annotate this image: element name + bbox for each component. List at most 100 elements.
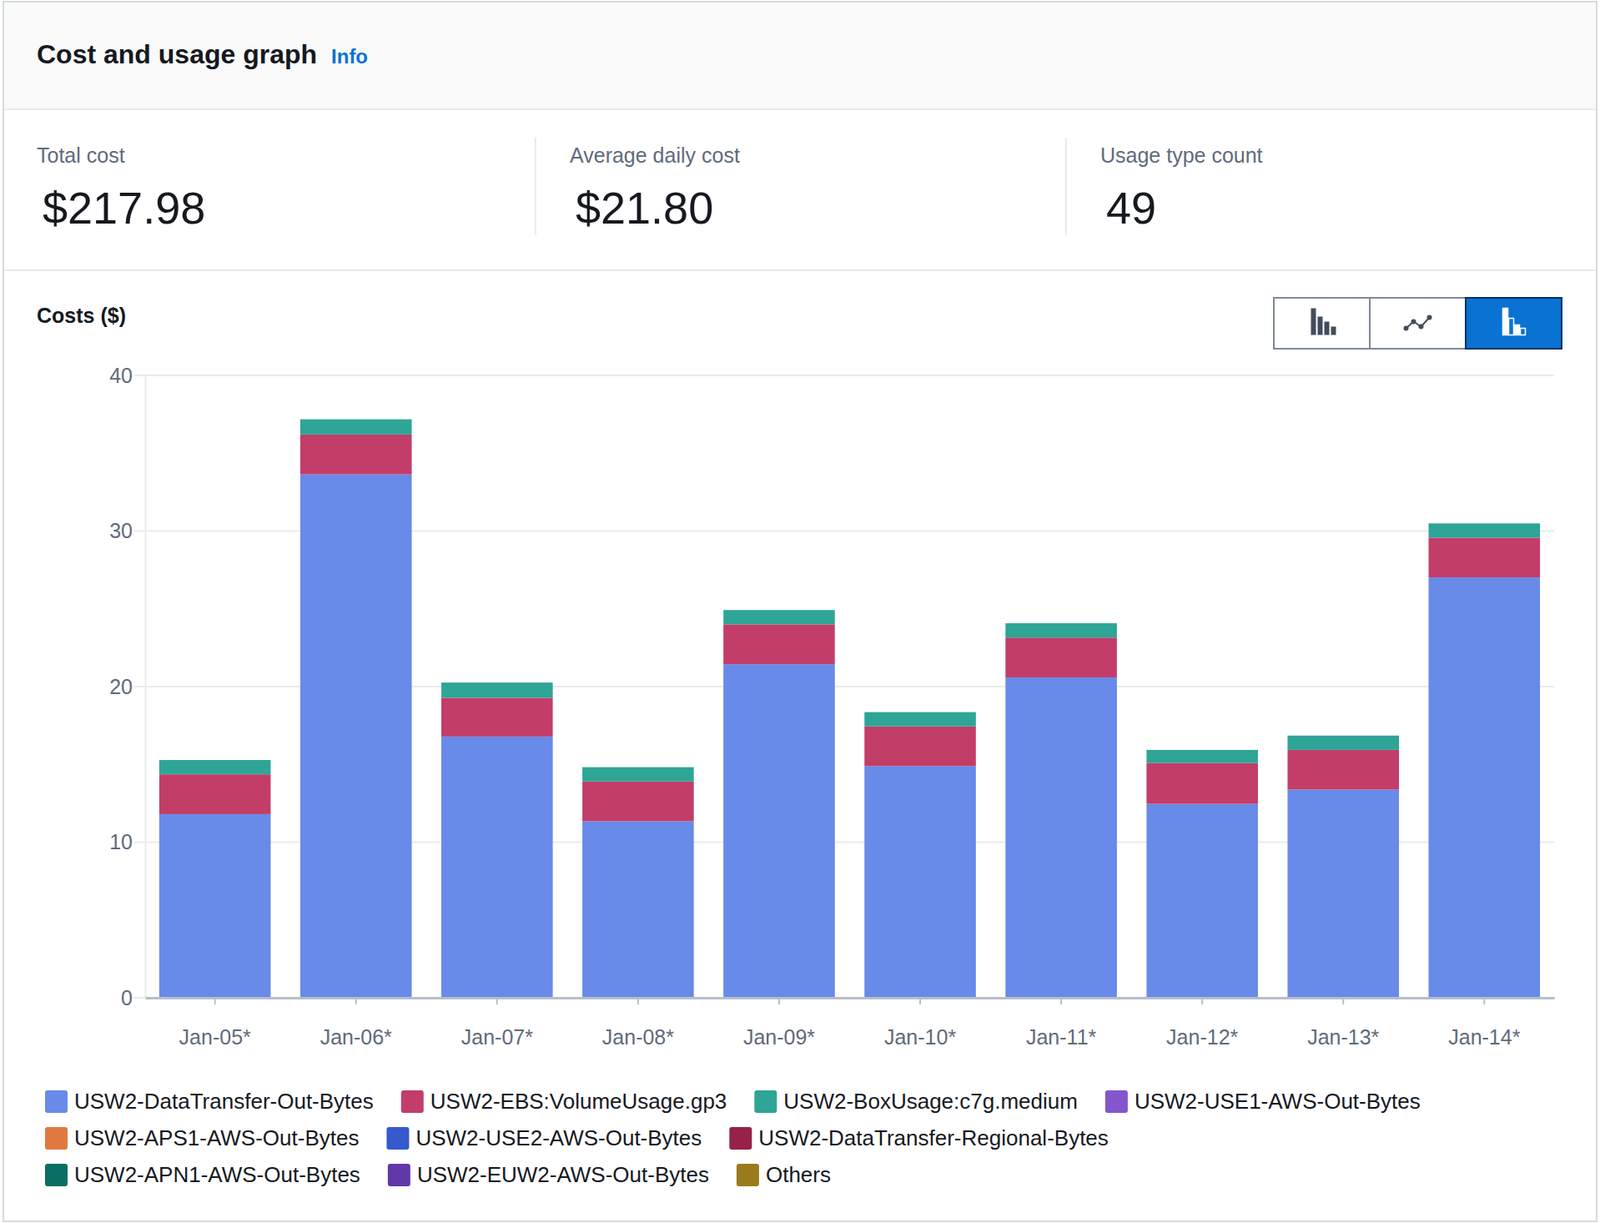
toggle-icon[interactable] (1324, 322, 1330, 336)
bar-segment (1005, 637, 1117, 678)
bar-segment (582, 766, 695, 768)
card-header-bg (4, 2, 1596, 110)
bar-segment (159, 759, 272, 761)
toggle-icon[interactable] (1514, 325, 1520, 336)
toggle-icon[interactable] (1406, 317, 1430, 329)
toggle-icon[interactable] (1427, 315, 1433, 321)
toggle-icon[interactable] (1411, 319, 1417, 325)
x-tick: Jan-06* (320, 997, 393, 1049)
y-tick: 0 (120, 986, 146, 1010)
toggle-button[interactable] (1369, 297, 1466, 349)
legend-swatch (1105, 1090, 1128, 1113)
bar-segment (159, 759, 272, 761)
summary-bottom-divider (4, 269, 1596, 272)
x-tick: Jan-09* (743, 997, 816, 1049)
bar-segment (300, 418, 413, 420)
toggle-button[interactable] (1465, 297, 1562, 349)
bar-segment (1146, 804, 1258, 998)
toggle-icon[interactable] (1318, 316, 1324, 336)
bar-segment (1287, 734, 1399, 736)
bar-segment (441, 697, 554, 736)
bar-segment (723, 623, 836, 665)
bar-segment (1428, 523, 1541, 538)
legend-swatch (401, 1090, 424, 1113)
x-tick: Jan-07* (461, 997, 534, 1049)
bar-segment (723, 609, 836, 611)
bar-segment (441, 682, 554, 684)
bar-segment (159, 759, 272, 761)
bar-segment (864, 711, 977, 713)
bar-segment (1428, 523, 1541, 524)
bar-segment (441, 682, 554, 684)
bar-segment (1005, 623, 1117, 624)
y-tick: 30 (109, 518, 146, 543)
x-tick-mark (1483, 997, 1485, 1005)
bars (159, 419, 1540, 998)
x-tick: Jan-10* (884, 997, 956, 1049)
summary-value: $217.98 (42, 182, 206, 233)
bar-segment (864, 711, 977, 713)
legend-item: USW2-DataTransfer-Out-Bytes (45, 1088, 374, 1114)
bar-segment (1146, 763, 1258, 805)
toggle-icon[interactable] (1503, 308, 1509, 336)
summary-label: Total cost (36, 143, 126, 167)
bar-segment (159, 759, 272, 761)
toggle-button-bg[interactable] (1273, 297, 1370, 349)
toggle-button-bg[interactable] (1369, 297, 1466, 349)
toggle-icon[interactable] (1403, 326, 1409, 332)
bar-segment (1287, 749, 1399, 790)
toggle-button-bg[interactable] (1465, 297, 1562, 349)
legend-item: USW2-EBS:VolumeUsage.gp3 (401, 1088, 728, 1114)
legend-swatch (729, 1127, 752, 1150)
bar-segment (1428, 523, 1541, 524)
x-tick: Jan-08* (602, 997, 675, 1049)
x-tick-mark (919, 997, 921, 1005)
bar-segment (441, 682, 554, 684)
bar-segment (1428, 523, 1541, 524)
bar-segment (159, 759, 272, 775)
toggle-button[interactable] (1273, 297, 1370, 349)
bar-segment (723, 609, 836, 611)
x-tick-label: Jan-12* (1166, 1025, 1238, 1049)
x-tick-mark (778, 997, 780, 1005)
bar-segment (300, 474, 413, 998)
bar-segment (1146, 749, 1258, 764)
x-tick-label: Jan-10* (884, 1025, 956, 1049)
x-tick-mark (355, 997, 358, 1005)
bar-segment (1146, 749, 1258, 750)
bar-segment (864, 726, 977, 767)
legend-item: USW2-BoxUsage:c7g.medium (754, 1088, 1078, 1114)
bar-segment (1005, 623, 1117, 624)
y-tick: 40 (109, 363, 146, 388)
bar-segment (1428, 523, 1541, 524)
bar-segment (1146, 749, 1258, 750)
bar-segment (441, 682, 554, 684)
x-tick-mark (214, 997, 217, 1005)
bar-segment (1005, 623, 1117, 624)
toggle-icon[interactable] (1418, 324, 1424, 330)
legend-label: USW2-USE1-AWS-Out-Bytes (1134, 1088, 1421, 1114)
bar-segment (723, 609, 836, 611)
summary-divider (1065, 137, 1067, 236)
bar-segment (864, 712, 977, 727)
toggle-icon[interactable] (1331, 327, 1337, 336)
x-tick-label: Jan-08* (602, 1025, 675, 1049)
toggle-icon[interactable] (1520, 328, 1526, 336)
bar-segment (300, 434, 413, 475)
bar-segment (1005, 677, 1117, 998)
info-link[interactable]: Info (331, 45, 368, 68)
y-axis-line (145, 376, 147, 999)
y-axis-title: Costs ($) (36, 303, 126, 328)
bar-segment (1287, 734, 1399, 736)
x-tick: Jan-12* (1166, 997, 1238, 1049)
bar-segment (1428, 523, 1541, 524)
legend-label: USW2-USE2-AWS-Out-Bytes (415, 1125, 702, 1151)
toggle-icon[interactable] (1509, 318, 1515, 336)
bar-segment (864, 711, 977, 713)
y-tick-label: 20 (109, 674, 133, 699)
y-tick-label: 10 (109, 830, 133, 854)
legend: USW2-DataTransfer-Out-Bytes USW2-EBS:Volu… (45, 1088, 1421, 1188)
toggle-icon[interactable] (1311, 308, 1317, 336)
series (159, 434, 1540, 822)
bar-segment (159, 759, 272, 761)
